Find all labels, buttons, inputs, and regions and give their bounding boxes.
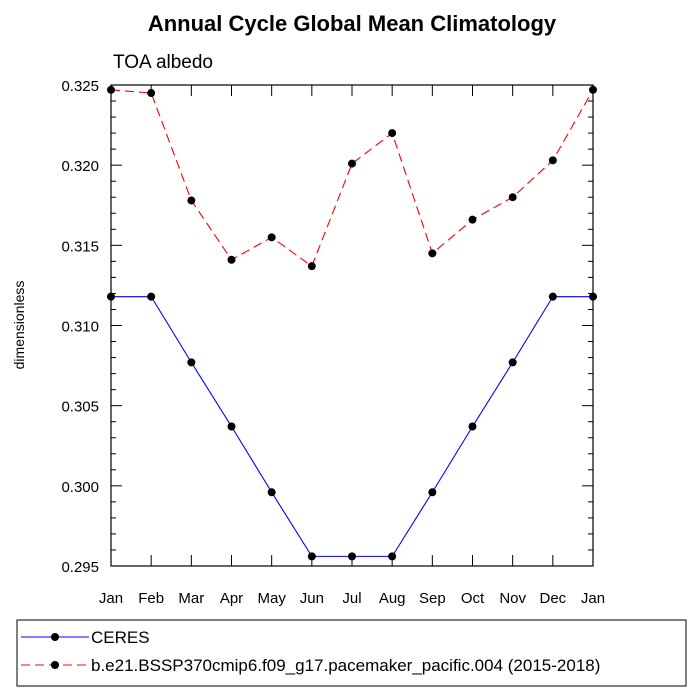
y-tick-label: 0.310 bbox=[61, 319, 99, 336]
y-tick-label: 0.295 bbox=[61, 559, 99, 576]
data-point bbox=[548, 292, 557, 301]
x-tick-label: May bbox=[257, 590, 286, 607]
data-point bbox=[307, 262, 316, 271]
data-point bbox=[227, 255, 236, 264]
y-tick-label: 0.320 bbox=[61, 158, 99, 175]
x-tick-label: Nov bbox=[499, 590, 526, 607]
data-point bbox=[187, 196, 196, 205]
legend-marker bbox=[51, 661, 59, 669]
plot-series bbox=[107, 85, 597, 561]
x-tick-label: Jan bbox=[581, 590, 605, 607]
data-point bbox=[388, 552, 397, 561]
series-line bbox=[111, 296, 593, 557]
chart-subtitle: TOA albedo bbox=[113, 52, 213, 73]
x-tick-label: Feb bbox=[138, 590, 164, 607]
data-point bbox=[147, 89, 156, 98]
legend-label: CERES bbox=[91, 628, 150, 647]
legend-box bbox=[16, 619, 687, 687]
data-point bbox=[307, 552, 316, 561]
y-tick-label: 0.325 bbox=[61, 78, 99, 95]
legend-label: b.e21.BSSP370cmip6.f09_g17.pacemaker_pac… bbox=[91, 656, 600, 675]
data-point bbox=[508, 358, 517, 367]
x-tick-label: Jan bbox=[99, 590, 123, 607]
legend-marker bbox=[51, 633, 59, 641]
x-tick-label: Jun bbox=[300, 590, 324, 607]
y-tick-label: 0.315 bbox=[61, 238, 99, 255]
data-point bbox=[227, 422, 236, 431]
x-tick-label: Sep bbox=[419, 590, 446, 607]
y-axis-label: dimensionless bbox=[11, 281, 27, 370]
data-point bbox=[548, 156, 557, 165]
x-tick-label: Jul bbox=[342, 590, 361, 607]
data-point bbox=[468, 422, 477, 431]
x-tick-label: Oct bbox=[461, 590, 485, 607]
x-tick-label: Dec bbox=[539, 590, 566, 607]
axis-ticks: Jan Feb Mar Apr May Jun Jul Aug Sep Oct Nov Dec Jan0… bbox=[61, 78, 605, 607]
x-tick-label: Mar bbox=[178, 590, 204, 607]
data-point bbox=[508, 193, 517, 202]
x-tick-label: Aug bbox=[379, 590, 406, 607]
plot-frame bbox=[110, 84, 594, 567]
data-point bbox=[468, 215, 477, 224]
y-tick-label: 0.300 bbox=[61, 479, 99, 496]
data-point bbox=[388, 129, 397, 138]
data-point bbox=[428, 249, 437, 258]
chart-title: Annual Cycle Global Mean Climatology bbox=[148, 11, 557, 36]
data-point bbox=[348, 552, 356, 561]
data-point bbox=[267, 233, 276, 242]
x-tick-label: Apr bbox=[220, 590, 243, 607]
data-point bbox=[267, 488, 276, 497]
y-tick-label: 0.305 bbox=[61, 399, 99, 416]
series-line bbox=[110, 89, 594, 268]
data-point bbox=[348, 159, 356, 168]
data-point bbox=[187, 358, 196, 367]
data-point bbox=[147, 292, 156, 301]
data-point bbox=[428, 488, 437, 497]
legend: CERES b.e21.BSSP370cmip6.f09_g17.pacemake… bbox=[21, 628, 600, 675]
